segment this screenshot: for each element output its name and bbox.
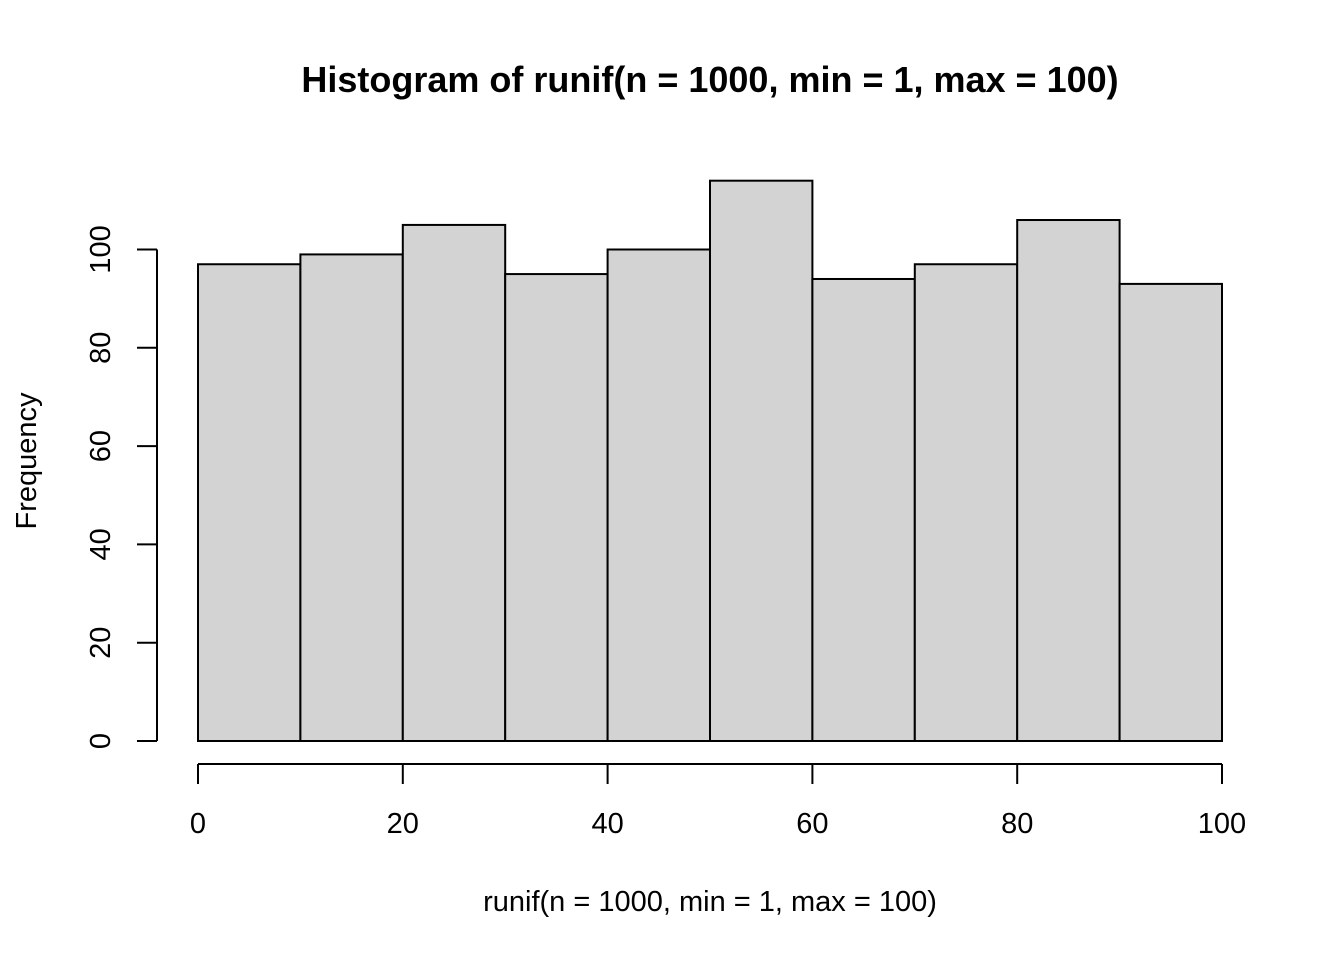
y-tick-label: 60: [85, 430, 117, 462]
histogram-bar: [197, 263, 302, 742]
x-tick-label: 60: [796, 808, 828, 840]
x-tick-label: 100: [1198, 808, 1246, 840]
histogram-bar: [401, 223, 507, 743]
x-tick-label: 40: [591, 808, 623, 840]
x-axis: 0 20 40 60 80 100: [190, 763, 1246, 840]
histogram-bar: [504, 273, 609, 742]
y-axis-label: Frequency: [11, 392, 43, 530]
histogram-bar: [299, 253, 404, 742]
y-tick-label: 20: [85, 627, 117, 659]
x-axis-label: runif(n = 1000, min = 1, max = 100): [483, 886, 937, 918]
y-tick-label: 80: [85, 332, 117, 364]
x-tick-label: 20: [387, 808, 419, 840]
y-tick-label: 0: [85, 733, 117, 749]
histogram-bar: [709, 179, 814, 742]
y-tick-label: 40: [85, 528, 117, 560]
bars-group: [197, 179, 1223, 743]
chart-title: Histogram of runif(n = 1000, min = 1, ma…: [301, 59, 1118, 100]
histogram-bar: [913, 263, 1019, 742]
histogram-bar: [811, 277, 916, 742]
histogram-bar: [1118, 282, 1223, 742]
x-tick-label: 80: [1001, 808, 1033, 840]
histogram-bar: [1016, 219, 1121, 742]
y-tick-label: 100: [85, 225, 117, 273]
x-tick-label: 0: [190, 808, 206, 840]
y-axis: 0 20 40 60 80 100: [85, 225, 158, 749]
histogram-bar: [606, 248, 711, 742]
